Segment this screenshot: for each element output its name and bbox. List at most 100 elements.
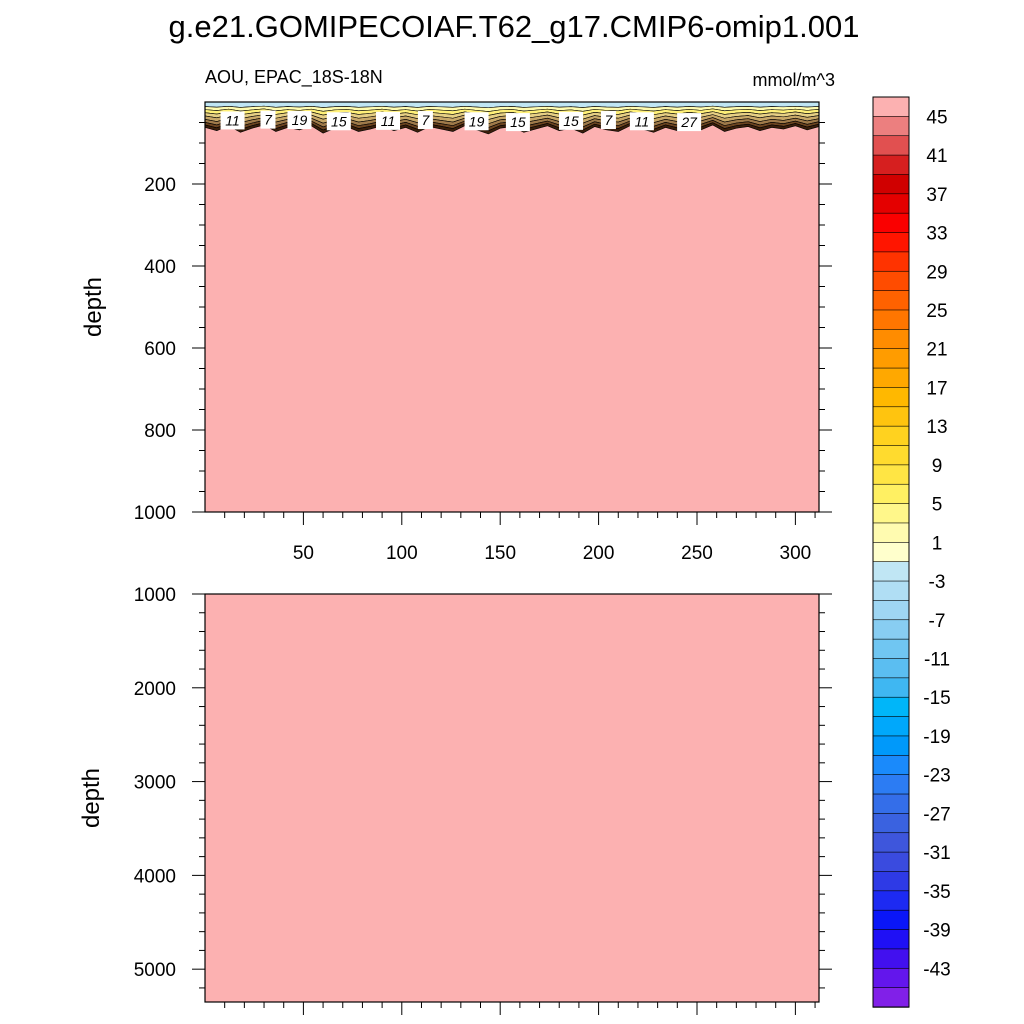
colorbar-box [872,135,910,156]
y-tick-label: 5000 [134,960,176,981]
colorbar-label: -23 [923,766,950,787]
colorbar-box [872,193,910,214]
y-tick-label: 2000 [134,679,176,700]
colorbar-box [872,561,910,582]
top-plot-fill [205,102,819,512]
colorbar-box [872,716,910,737]
top-x-ticks: 50 100 150 200 250 300 [224,512,816,564]
contour-label: 15 [326,112,351,131]
colorbar-box [872,522,910,544]
colorbar-box [872,367,910,389]
colorbar-label: -35 [923,882,950,903]
colorbar-box [872,677,910,698]
y-tick-label: 4000 [134,866,176,887]
colorbar-box [872,425,910,447]
x-tick-label: 150 [484,543,516,564]
colorbar-box [872,929,910,950]
colorbar-label: -11 [924,649,950,670]
colorbar: 45 41 37 33 29 25 21 17 13 9 5 1 -3 -7 -11 -15 -19 -23 -27… [872,96,951,1008]
colorbar-label: -39 [923,921,950,942]
x-tick-label: 250 [681,543,713,564]
colorbar-box [872,600,910,621]
colorbar-box [872,96,910,118]
colorbar-label: 37 [926,185,947,206]
colorbar-box [872,154,910,176]
colorbar-label: 13 [926,417,947,438]
x-tick-label: 300 [780,543,812,564]
colorbar-box [872,174,910,195]
bottom-y-ticks: 1000 2000 3000 4000 5000 [134,585,832,989]
colorbar-label: 21 [926,340,947,361]
colorbar-box [872,987,910,1008]
colorbar-label: -31 [923,843,950,864]
y-tick-label: 3000 [134,773,176,794]
x-tick-label: 100 [386,543,418,564]
colorbar-box [872,251,910,272]
colorbar-label: 25 [926,301,947,322]
bottom-x-ticks [224,1002,816,1015]
figure-title: g.e21.GOMIPECOIAF.T62_g17.CMIP6-omip1.00… [169,9,860,44]
colorbar-box [872,212,910,234]
bottom-panel: 1000 2000 3000 4000 5000 depth [78,585,832,1015]
colorbar-box [872,909,910,931]
top-panel-units: mmol/m^3 [753,70,835,90]
colorbar-label: 29 [926,262,947,283]
colorbar-label: 17 [926,378,947,399]
colorbar-box [872,445,910,466]
colorbar-frame [872,96,910,1008]
y-tick-label: 1000 [134,503,176,524]
svg-text:7: 7 [422,112,431,128]
colorbar-box [872,696,910,718]
colorbar-box [872,813,910,834]
contour-label: 7 [260,110,276,129]
colorbar-label: 9 [932,456,943,477]
colorbar-label: 33 [926,224,947,245]
svg-text:15: 15 [563,113,579,129]
top-panel-left-title: AOU, EPAC_18S-18N [205,67,383,88]
contour-label: 7 [417,111,433,130]
colorbar-box [872,948,910,969]
colorbar-box [872,483,910,505]
colorbar-label: 41 [926,146,947,167]
colorbar-box [872,619,910,640]
y-tick-label: 400 [144,257,176,278]
colorbar-box [872,387,910,408]
colorbar-box [872,890,910,911]
colorbar-box [872,503,910,524]
colorbar-label: 45 [926,107,947,128]
colorbar-box [872,754,910,776]
colorbar-box [872,329,910,350]
colorbar-box [872,270,910,292]
colorbar-label: 5 [932,495,943,516]
svg-text:11: 11 [635,113,650,129]
colorbar-label: -7 [929,611,946,632]
colorbar-box [872,116,910,137]
colorbar-label: -27 [923,804,950,825]
contour-label: 15 [505,113,530,132]
svg-text:7: 7 [605,112,614,128]
bottom-y-axis-label: depth [78,768,105,828]
colorbar-box [872,658,910,679]
colorbar-label: -43 [923,959,950,980]
contour-label: 19 [464,112,489,131]
contour-label: 11 [376,111,401,130]
colorbar-label: -3 [929,572,946,593]
colorbar-box [872,580,910,602]
svg-text:19: 19 [469,113,485,129]
x-tick-label: 200 [583,543,615,564]
contour-label: 27 [677,113,702,132]
top-panel: AOU, EPAC_18S-18N mmol/m^3 11 7 19 15 11 7 19 1… [80,67,835,564]
colorbar-box [872,871,910,892]
contour-label: 11 [220,111,245,130]
bottom-plot-frame [204,593,820,1003]
y-tick-label: 200 [144,175,176,196]
svg-text:15: 15 [331,113,347,129]
colorbar-box [872,464,910,485]
contour-labels: 11 7 19 15 11 7 19 15 15 7 11 27 [220,110,702,132]
colorbar-box [872,290,910,311]
y-tick-label: 1000 [134,585,176,606]
colorbar-box [872,406,910,427]
colorbar-box [872,793,910,815]
top-y-axis-label: depth [80,277,107,337]
top-y-ticks: 200 400 600 800 1000 [134,122,832,524]
